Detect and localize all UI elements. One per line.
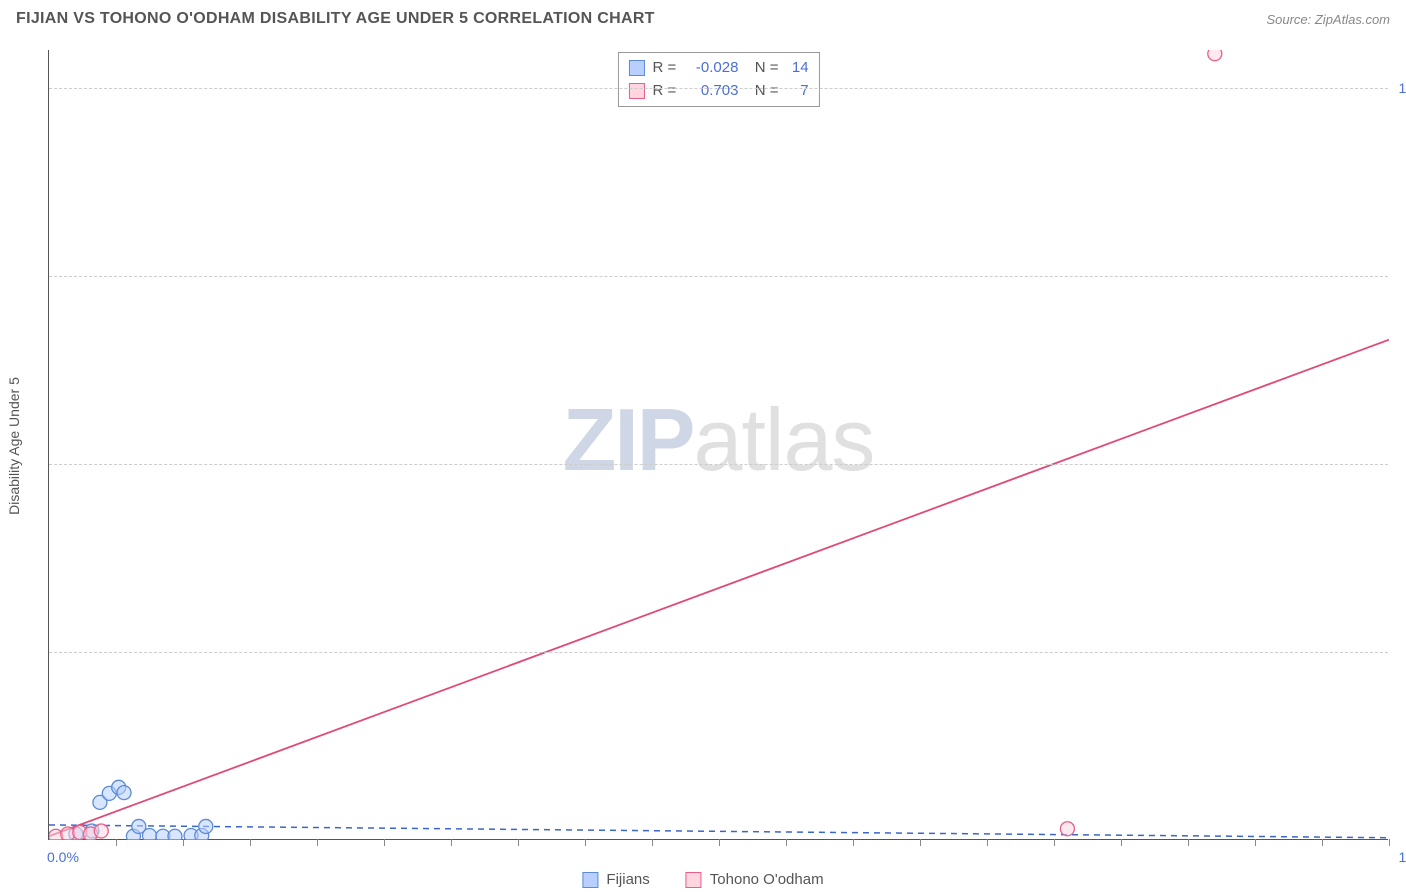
data-point	[195, 828, 209, 840]
data-point	[143, 828, 157, 840]
watermark: ZIPatlas	[563, 388, 875, 490]
chart-title: FIJIAN VS TOHONO O'ODHAM DISABILITY AGE …	[16, 10, 655, 28]
xtick	[585, 839, 586, 846]
ytick-label: 100.0%	[1399, 80, 1406, 96]
data-point	[93, 795, 107, 809]
gridline	[49, 88, 1388, 89]
xtick	[1188, 839, 1189, 846]
data-point	[1060, 822, 1074, 836]
xtick	[384, 839, 385, 846]
xtick	[652, 839, 653, 846]
data-point	[132, 819, 146, 833]
r-label: R =	[652, 80, 680, 103]
x-max-label: 100.0%	[1399, 849, 1406, 865]
data-point	[49, 829, 63, 840]
legend-item: Tohono O'odham	[686, 871, 824, 888]
bottom-legend: Fijians Tohono O'odham	[582, 871, 823, 888]
n-label: N =	[746, 80, 778, 103]
data-point	[1208, 50, 1222, 61]
trend-line	[49, 825, 1389, 838]
xtick	[786, 839, 787, 846]
gridline	[49, 276, 1388, 277]
legend-label: Tohono O'odham	[710, 871, 824, 888]
xtick	[116, 839, 117, 846]
n-value: 14	[787, 57, 809, 80]
x-origin-label: 0.0%	[47, 849, 79, 865]
legend-swatch	[582, 872, 598, 888]
y-axis-label: Disability Age Under 5	[6, 377, 22, 515]
xtick	[1054, 839, 1055, 846]
xtick	[183, 839, 184, 846]
xtick	[1255, 839, 1256, 846]
stats-box: R = -0.028 N = 14 R = 0.703 N = 7	[617, 52, 819, 107]
data-point	[112, 780, 126, 794]
data-point	[199, 819, 213, 833]
legend-swatch	[686, 872, 702, 888]
xtick	[1322, 839, 1323, 846]
data-point	[156, 829, 170, 840]
xtick	[987, 839, 988, 846]
chart-svg	[49, 50, 1389, 840]
stats-row: R = -0.028 N = 14	[628, 57, 808, 80]
xtick	[518, 839, 519, 846]
source-label: Source: ZipAtlas.com	[1266, 12, 1390, 27]
chart-container: ZIPatlas R = -0.028 N = 14R = 0.703 N = 7 0.…	[48, 50, 1388, 840]
watermark-atlas: atlas	[694, 389, 875, 488]
data-point	[168, 829, 182, 840]
xtick	[719, 839, 720, 846]
data-point	[69, 827, 83, 840]
xtick	[920, 839, 921, 846]
n-value: 7	[787, 80, 809, 103]
data-point	[85, 824, 99, 838]
data-point	[94, 824, 108, 838]
n-label: N =	[746, 57, 778, 80]
stats-row: R = 0.703 N = 7	[628, 80, 808, 103]
data-point	[73, 825, 87, 839]
xtick	[250, 839, 251, 846]
xtick	[853, 839, 854, 846]
xtick	[1389, 839, 1390, 846]
watermark-zip: ZIP	[563, 389, 694, 488]
gridline	[49, 652, 1388, 653]
xtick	[1121, 839, 1122, 846]
xtick	[451, 839, 452, 846]
legend-label: Fijians	[606, 871, 649, 888]
chart-header: FIJIAN VS TOHONO O'ODHAM DISABILITY AGE …	[0, 0, 1406, 34]
data-point	[117, 786, 131, 800]
data-point	[184, 828, 198, 840]
xtick	[317, 839, 318, 846]
r-label: R =	[652, 57, 680, 80]
plot-area: ZIPatlas R = -0.028 N = 14R = 0.703 N = 7 0.…	[48, 50, 1388, 840]
legend-item: Fijians	[582, 871, 649, 888]
r-value: 0.703	[688, 80, 738, 103]
data-point	[102, 786, 116, 800]
data-point	[84, 827, 98, 840]
trend-line	[49, 340, 1389, 837]
series-swatch	[628, 60, 644, 76]
r-value: -0.028	[688, 57, 738, 80]
series-swatch	[628, 83, 644, 99]
data-point	[61, 827, 75, 840]
data-point	[126, 829, 140, 840]
gridline	[49, 464, 1388, 465]
